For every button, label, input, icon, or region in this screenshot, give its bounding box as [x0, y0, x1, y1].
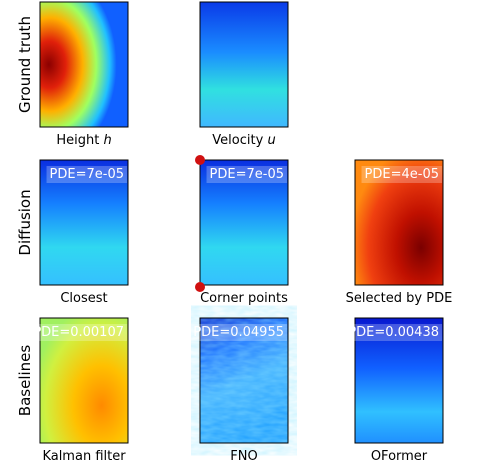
row-label: Ground truth — [16, 16, 34, 113]
pde-badge — [30, 324, 127, 341]
pde-badge-text: PDE=7e-05 — [50, 167, 124, 182]
panel-frame — [39, 159, 129, 286]
panel-frame — [39, 1, 129, 128]
corner-point — [195, 155, 205, 165]
pde-badge — [345, 324, 442, 341]
pde-badge — [46, 166, 127, 183]
pde-badge-text: PDE=0.04955 — [193, 325, 284, 340]
pde-badge-text: PDE=0.00107 — [33, 325, 124, 340]
panel-caption: Velocity u — [212, 133, 275, 148]
pde-badge-text: PDE=4e-05 — [365, 167, 439, 182]
heatmap — [40, 2, 128, 127]
caption-text: Closest — [60, 291, 107, 306]
panel-caption: Height h — [56, 133, 111, 148]
pde-badge — [190, 324, 287, 341]
caption-text: Velocity — [212, 133, 263, 148]
panel-caption: FNO — [230, 449, 257, 464]
pde-badge-text: PDE=7e-05 — [210, 167, 284, 182]
panel-frame — [39, 317, 129, 444]
panel-frame — [199, 317, 289, 444]
panel-frame — [354, 159, 444, 286]
pde-badge — [361, 166, 442, 183]
heatmap — [40, 160, 128, 285]
row-label: Diffusion — [16, 189, 34, 255]
caption-var: h — [103, 133, 111, 148]
panel-grid: Ground truth Height h Velocity u Diffusion C… — [16, 1, 453, 464]
heatmap — [200, 2, 288, 127]
caption-text: Selected by PDE — [346, 291, 453, 306]
caption-text: FNO — [230, 449, 257, 464]
heatmap — [200, 160, 288, 285]
pde-badge-text: PDE=0.00438 — [348, 325, 439, 340]
heatmap — [355, 318, 443, 443]
heatmap — [355, 160, 443, 285]
panel-caption: Selected by PDE — [346, 291, 453, 306]
pde-badge — [206, 166, 287, 183]
panel-caption: OFormer — [371, 449, 428, 464]
heatmap — [40, 318, 128, 443]
caption-var: u — [267, 133, 275, 148]
caption-text: Corner points — [200, 291, 288, 306]
caption-text: Height — [56, 133, 99, 148]
corner-point — [195, 282, 205, 292]
caption-text: Kalman filter — [42, 449, 126, 464]
panel-caption: Corner points — [200, 291, 288, 306]
panel-frame — [199, 159, 289, 286]
panel-frame — [199, 1, 289, 128]
panel-frame — [354, 317, 444, 444]
row-label: Baselines — [16, 345, 34, 417]
heatmap-noise — [200, 318, 288, 443]
caption-text: OFormer — [371, 449, 428, 464]
panel-caption: Closest — [60, 291, 107, 306]
panel-caption: Kalman filter — [42, 449, 126, 464]
